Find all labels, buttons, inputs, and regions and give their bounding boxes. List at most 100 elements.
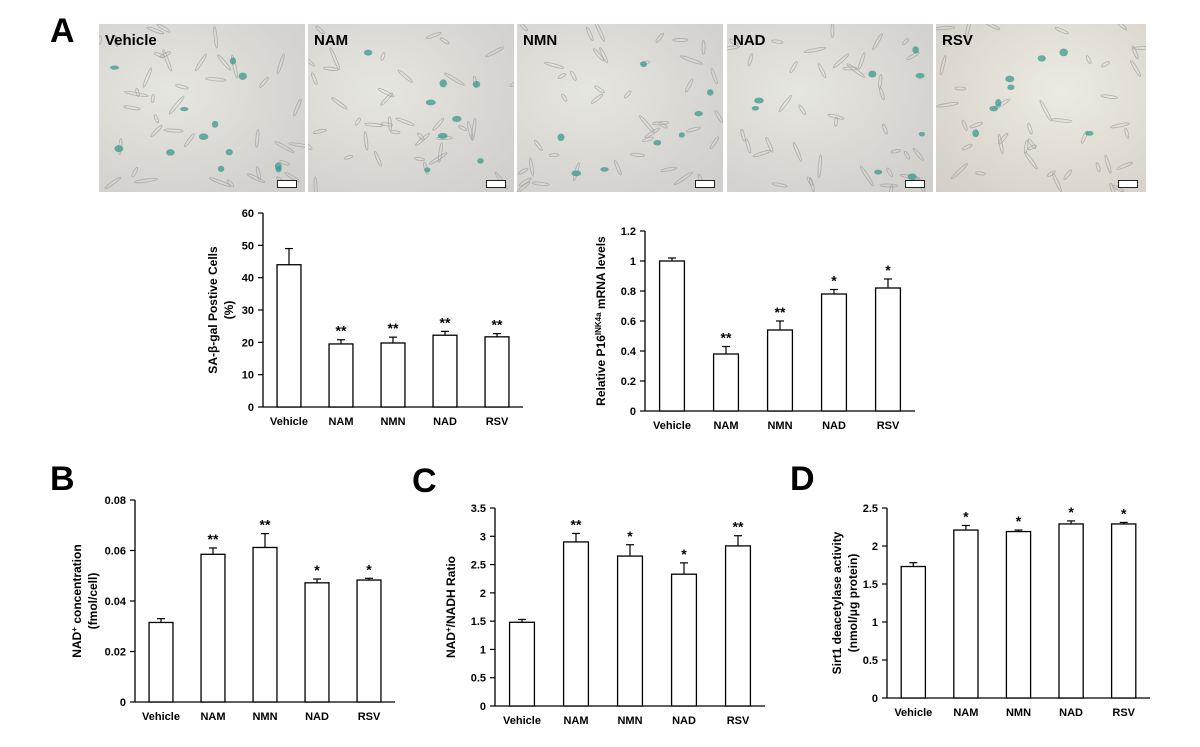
x-tick-label: NAM — [953, 707, 978, 719]
y-tick-label: 3 — [480, 531, 486, 543]
y-tick-label: 1 — [630, 256, 636, 268]
y-tick-label: 0.2 — [621, 376, 636, 388]
significance-marker: ** — [260, 517, 271, 533]
significance-marker: ** — [492, 317, 503, 333]
micrograph-label: NAM — [314, 32, 349, 49]
bar-vehicle — [508, 621, 536, 707]
cell-texture — [727, 24, 926, 192]
y-tick-label: 0.4 — [621, 346, 637, 358]
y-tick-label: 1.5 — [863, 579, 878, 591]
y-tick-label: 1.5 — [471, 616, 486, 628]
y-tick-label: 1.2 — [621, 226, 636, 238]
x-tick-label: NAD — [672, 715, 696, 727]
y-axis-label: SA-β-gal Postive Cells — [206, 246, 220, 374]
x-tick-label: NMN — [617, 715, 642, 727]
y-tick-label: 0 — [630, 406, 636, 418]
x-tick-label: Vehicle — [142, 711, 180, 723]
significance-marker: ** — [775, 304, 786, 320]
x-tick-label: NAD — [433, 416, 457, 428]
x-tick-label: NMN — [252, 711, 277, 723]
significance-marker: * — [627, 528, 633, 544]
micrograph-nam: NAM — [308, 24, 514, 192]
y-tick-label: 1 — [480, 644, 486, 656]
significance-marker: * — [366, 561, 372, 577]
significance-marker: ** — [440, 314, 451, 330]
scale-bar — [695, 180, 715, 188]
y-tick-label: 0 — [120, 697, 126, 709]
micrograph-label: NMN — [523, 32, 558, 49]
micrograph-vehicle: Vehicle — [99, 24, 305, 192]
y-tick-label: 2 — [872, 541, 878, 553]
y-tick-label: 2.5 — [471, 560, 486, 572]
x-tick-label: NAM — [713, 420, 738, 432]
bar-nmn — [766, 329, 794, 412]
x-tick-label: NAM — [200, 711, 225, 723]
micrograph-nad: NAD — [727, 24, 933, 192]
y-tick-label: 0 — [480, 701, 486, 713]
significance-marker: ** — [388, 320, 399, 336]
x-tick-label: RSV — [486, 416, 509, 428]
x-tick-label: Vehicle — [894, 707, 932, 719]
significance-marker: ** — [571, 516, 582, 532]
x-tick-label: NAD — [305, 711, 329, 723]
significance-marker: * — [681, 546, 687, 562]
y-axis-label: (nmol/μg protein) — [846, 554, 860, 653]
scale-bar — [1118, 180, 1138, 188]
y-tick-label: 0.04 — [105, 596, 127, 608]
y-tick-label: 1 — [872, 617, 878, 629]
significance-marker: * — [1121, 505, 1127, 521]
bar-nad — [1058, 523, 1084, 699]
x-tick-label: NMN — [767, 420, 792, 432]
x-tick-label: Vehicle — [653, 420, 691, 432]
cell-texture — [308, 25, 514, 192]
y-tick-label: 0.6 — [621, 316, 636, 328]
y-tick-label: 0.02 — [105, 647, 126, 659]
significance-marker: * — [1016, 513, 1022, 529]
x-tick-label: RSV — [1112, 707, 1135, 719]
y-tick-label: 0 — [248, 402, 254, 414]
y-tick-label: 20 — [242, 337, 254, 349]
y-tick-label: 50 — [242, 240, 254, 252]
x-tick-label: NAM — [563, 715, 588, 727]
y-tick-label: 0 — [872, 693, 878, 705]
cell-texture — [99, 24, 305, 189]
panel-letter-d: D — [790, 460, 815, 498]
micrograph-rsv: RSV — [936, 24, 1146, 192]
x-tick-label: Vehicle — [270, 416, 308, 428]
significance-marker: ** — [208, 531, 219, 547]
bar-nmn — [1005, 530, 1032, 699]
y-tick-label: 0.08 — [105, 495, 126, 507]
micrograph-nmn: NMN — [517, 24, 723, 192]
y-tick-label: 10 — [242, 370, 254, 382]
x-tick-label: NMN — [380, 416, 405, 428]
significance-marker: * — [885, 262, 891, 278]
x-tick-label: RSV — [358, 711, 381, 723]
bar-rsv — [1110, 523, 1137, 699]
x-tick-label: RSV — [877, 420, 900, 432]
bar-nam — [562, 541, 590, 707]
y-axis-label: Sirt1 deacetylase activity — [830, 531, 844, 674]
panel-letter-a: A — [50, 12, 75, 50]
y-tick-label: 2.5 — [863, 503, 878, 515]
panel-letter-c: C — [412, 462, 437, 500]
significance-marker: * — [963, 508, 969, 524]
scale-bar — [905, 180, 925, 188]
scale-bar — [277, 180, 297, 188]
x-tick-label: NAD — [1059, 707, 1083, 719]
y-tick-label: 40 — [242, 273, 254, 285]
y-axis-label: Relative P16INK4a mRNA levels — [594, 236, 609, 406]
y-axis-label: NAD+ concentration — [70, 544, 85, 657]
x-tick-label: NMN — [1006, 707, 1031, 719]
bar-vehicle — [658, 260, 686, 412]
y-tick-label: 2 — [480, 588, 486, 600]
x-tick-label: NAD — [822, 420, 846, 432]
y-tick-label: 0.8 — [621, 286, 636, 298]
significance-marker: * — [1068, 504, 1074, 520]
significance-marker: ** — [336, 323, 347, 339]
y-tick-label: 0.5 — [471, 673, 486, 685]
